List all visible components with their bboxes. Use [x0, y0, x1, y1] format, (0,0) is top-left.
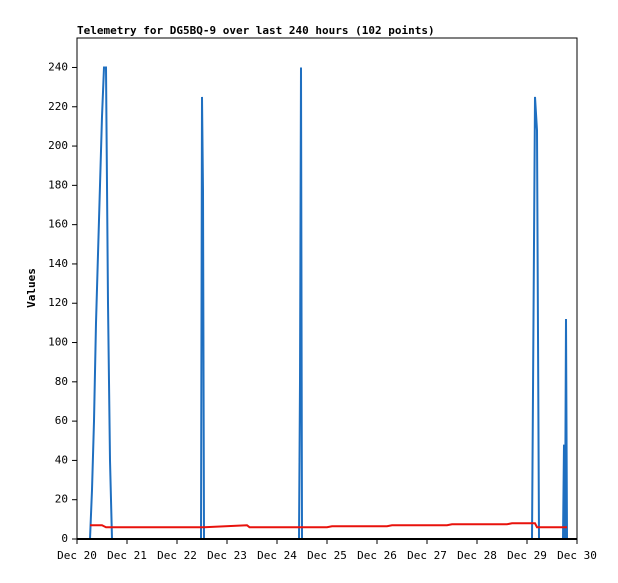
x-tick-label: Dec 25 — [307, 549, 347, 562]
y-tick-label: 0 — [61, 532, 68, 545]
x-tick-label: Dec 30 — [557, 549, 597, 562]
y-tick-label: 40 — [55, 453, 68, 466]
y-tick-label: 140 — [48, 257, 68, 270]
x-tick-label: Dec 29 — [507, 549, 547, 562]
plot-frame — [76, 37, 578, 540]
y-tick-label: 80 — [55, 375, 68, 388]
x-tick-label: Dec 20 — [57, 549, 97, 562]
chart-title: Telemetry for DG5BQ-9 over last 240 hour… — [77, 24, 435, 37]
y-tick-label: 60 — [55, 414, 68, 427]
y-tick-label: 20 — [55, 493, 68, 506]
y-tick-label: 120 — [48, 296, 68, 309]
series-line — [89, 66, 568, 540]
y-tick-label: 240 — [48, 60, 68, 73]
x-tick-label: Dec 24 — [257, 549, 297, 562]
y-tick-label: 180 — [48, 178, 68, 191]
x-tick-label: Dec 23 — [207, 549, 247, 562]
y-tick-label: 160 — [48, 218, 68, 231]
series-line — [90, 522, 567, 529]
y-tick-label: 200 — [48, 139, 68, 152]
x-tick-label: Dec 27 — [407, 549, 447, 562]
y-tick-label: 100 — [48, 336, 68, 349]
y-axis-label: Values — [25, 268, 38, 308]
x-tick-label: Dec 26 — [357, 549, 397, 562]
x-tick-label: Dec 28 — [457, 549, 497, 562]
x-tick-label: Dec 22 — [157, 549, 197, 562]
y-tick-label: 220 — [48, 100, 68, 113]
x-tick-label: Dec 21 — [107, 549, 147, 562]
